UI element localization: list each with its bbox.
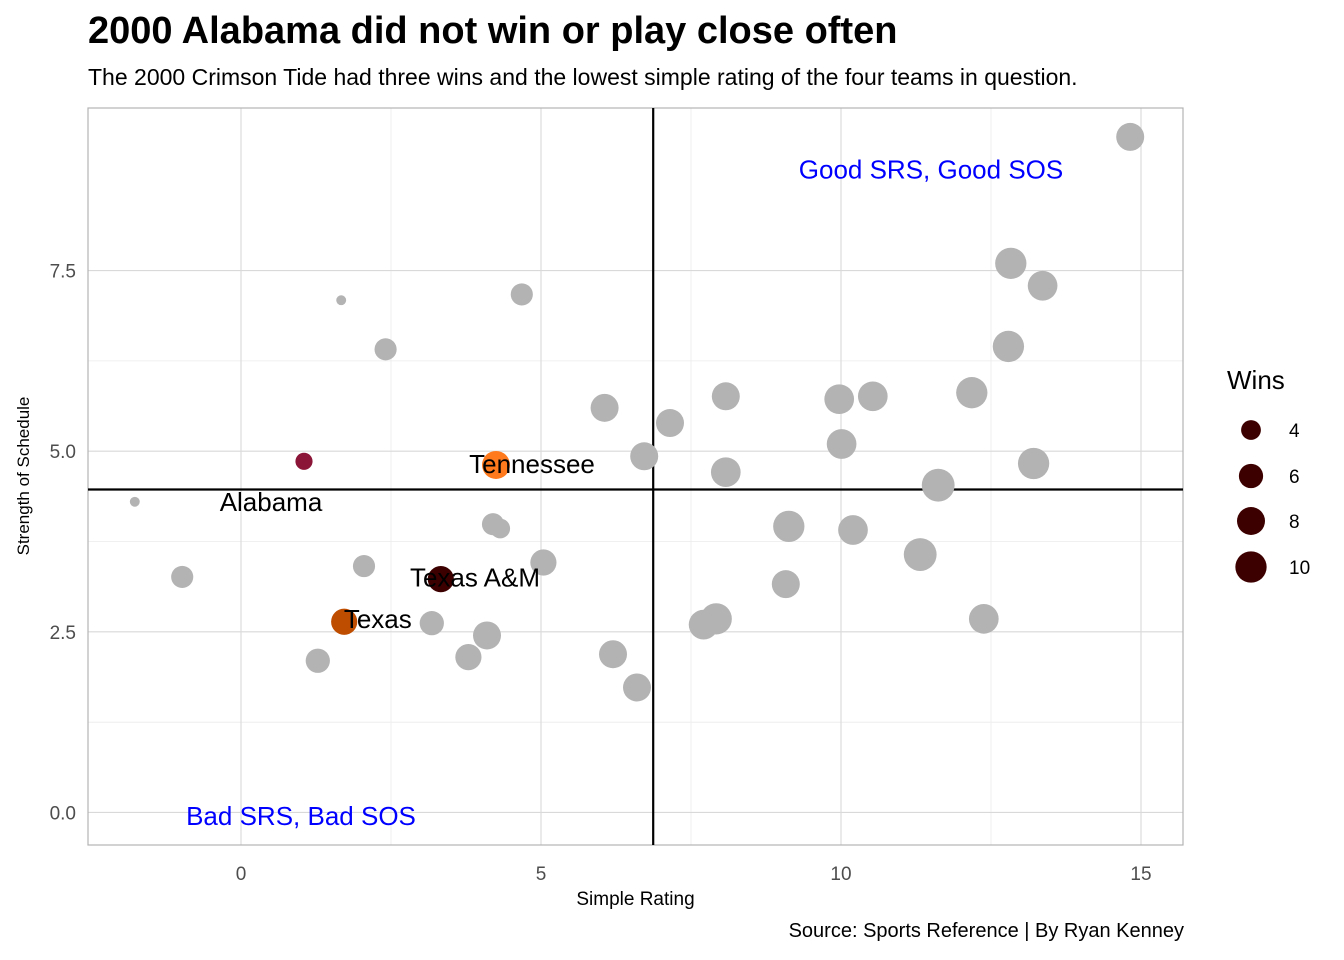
y-tick-label: 2.5 bbox=[50, 623, 76, 644]
legend-entries: 4 6 8 10 bbox=[1235, 420, 1310, 583]
x-tick-label: 5 bbox=[536, 864, 547, 885]
team-labels: Alabama Tennessee Texas A&M Texas bbox=[220, 449, 595, 634]
quadrant-annotation: Bad SRS, Bad SOS bbox=[186, 801, 416, 831]
data-point bbox=[171, 565, 194, 589]
legend-label: 8 bbox=[1289, 512, 1300, 533]
data-point bbox=[598, 640, 628, 669]
data-point bbox=[992, 330, 1025, 363]
y-tick-label: 7.5 bbox=[50, 262, 76, 283]
plot-panel-border bbox=[87, 107, 1184, 846]
chart-subtitle: The 2000 Crimson Tide had three wins and… bbox=[88, 64, 1078, 90]
data-point bbox=[773, 510, 805, 543]
data-point bbox=[771, 570, 800, 599]
y-tick-label: 5.0 bbox=[50, 442, 76, 463]
data-point bbox=[472, 621, 502, 650]
data-point bbox=[129, 496, 140, 507]
x-axis-label: Simple Rating bbox=[576, 889, 694, 910]
legend-label: 6 bbox=[1289, 467, 1300, 488]
reference-lines bbox=[88, 108, 1183, 845]
x-tick-label: 0 bbox=[236, 864, 247, 885]
highlighted-point-tennessee bbox=[481, 450, 511, 479]
data-point bbox=[490, 518, 511, 539]
legend-key bbox=[1236, 506, 1266, 536]
data-point bbox=[838, 515, 868, 545]
data-point bbox=[700, 603, 732, 635]
data-point bbox=[956, 377, 988, 409]
data-point bbox=[824, 384, 855, 415]
data-point bbox=[622, 673, 652, 702]
x-axis-ticks: 0 5 10 15 bbox=[236, 864, 1152, 885]
team-label: Tennessee bbox=[469, 449, 595, 479]
team-label: Alabama bbox=[220, 487, 323, 517]
legend-label: 10 bbox=[1289, 558, 1310, 579]
data-point bbox=[455, 644, 482, 671]
data-point bbox=[857, 381, 888, 412]
data-point bbox=[305, 648, 330, 673]
data-point bbox=[336, 295, 347, 306]
chart-caption: Source: Sports Reference | By Ryan Kenne… bbox=[788, 920, 1184, 942]
data-point bbox=[1017, 447, 1050, 480]
y-axis-ticks: 0.0 2.5 5.0 7.5 bbox=[50, 262, 76, 825]
data-points bbox=[129, 122, 1145, 702]
data-point bbox=[1116, 122, 1145, 151]
y-axis-label: Strength of Schedule bbox=[14, 397, 33, 556]
data-point bbox=[374, 338, 397, 361]
legend-key bbox=[1235, 551, 1267, 583]
data-point bbox=[711, 382, 740, 411]
team-label: Texas A&M bbox=[410, 563, 540, 593]
data-point bbox=[903, 538, 937, 571]
legend: Wins 4 6 8 10 bbox=[1227, 365, 1310, 583]
data-point bbox=[510, 283, 533, 306]
grid-lines bbox=[88, 108, 1183, 845]
legend-key bbox=[1241, 420, 1261, 440]
data-point bbox=[826, 429, 857, 459]
data-point bbox=[530, 549, 557, 576]
x-tick-label: 10 bbox=[830, 864, 851, 885]
y-tick-label: 0.0 bbox=[50, 803, 76, 824]
x-tick-label: 15 bbox=[1130, 864, 1151, 885]
data-point bbox=[1027, 270, 1058, 301]
data-point bbox=[710, 457, 741, 488]
data-point bbox=[655, 409, 685, 438]
data-point bbox=[630, 442, 659, 471]
data-point bbox=[590, 393, 619, 422]
data-point bbox=[352, 555, 376, 578]
highlighted-point-texas bbox=[331, 608, 358, 635]
legend-title: Wins bbox=[1227, 365, 1285, 395]
quadrant-annotation: Good SRS, Good SOS bbox=[799, 154, 1063, 184]
data-point bbox=[419, 611, 444, 636]
data-point bbox=[921, 468, 955, 502]
legend-key bbox=[1238, 463, 1264, 489]
data-point bbox=[995, 247, 1027, 280]
quadrant-annotations: Good SRS, Good SOS Bad SRS, Bad SOS bbox=[186, 154, 1063, 831]
legend-label: 4 bbox=[1289, 421, 1300, 442]
data-point bbox=[968, 603, 999, 634]
chart-title: 2000 Alabama did not win or play close o… bbox=[88, 10, 898, 52]
team-label: Texas bbox=[344, 604, 412, 634]
highlighted-point-texas-a-m bbox=[427, 566, 454, 593]
highlighted-point-alabama bbox=[295, 452, 313, 470]
